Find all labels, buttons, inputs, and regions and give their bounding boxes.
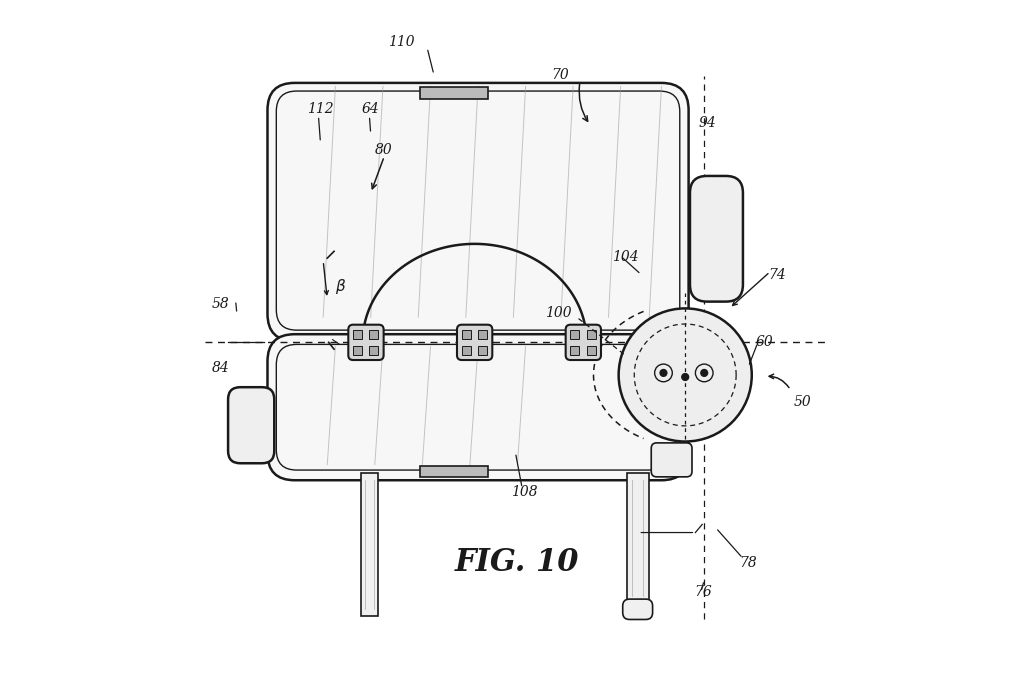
Text: 78: 78: [739, 556, 758, 569]
Bar: [370, 346, 378, 355]
FancyBboxPatch shape: [348, 325, 384, 360]
Text: 76: 76: [694, 584, 712, 599]
FancyBboxPatch shape: [228, 387, 274, 463]
Bar: [478, 330, 486, 339]
Text: 84: 84: [212, 361, 229, 374]
FancyBboxPatch shape: [690, 176, 743, 301]
Text: 94: 94: [698, 116, 717, 130]
FancyBboxPatch shape: [267, 83, 688, 341]
Circle shape: [620, 310, 751, 440]
Text: 50: 50: [794, 394, 812, 409]
Bar: [353, 346, 361, 355]
Bar: [420, 87, 488, 99]
Text: 60: 60: [755, 335, 773, 349]
Circle shape: [660, 370, 667, 376]
FancyBboxPatch shape: [565, 325, 601, 360]
FancyBboxPatch shape: [457, 325, 493, 360]
FancyBboxPatch shape: [651, 443, 692, 477]
Bar: [570, 330, 580, 339]
Bar: [570, 346, 580, 355]
Text: FIG. 10: FIG. 10: [455, 546, 579, 578]
Text: 100: 100: [545, 306, 571, 321]
FancyBboxPatch shape: [623, 599, 652, 619]
Text: 64: 64: [361, 102, 379, 117]
Text: 112: 112: [307, 102, 334, 117]
Bar: [627, 473, 648, 602]
Text: 58: 58: [212, 297, 229, 312]
Bar: [462, 330, 471, 339]
Text: 74: 74: [769, 267, 786, 282]
Text: 70: 70: [551, 68, 569, 83]
Text: $\beta$: $\beta$: [336, 277, 347, 296]
Bar: [420, 466, 488, 477]
Text: 80: 80: [375, 143, 392, 158]
Text: 110: 110: [388, 35, 415, 48]
Text: 108: 108: [511, 485, 538, 499]
Bar: [587, 346, 596, 355]
Bar: [353, 330, 361, 339]
Bar: [587, 330, 596, 339]
Circle shape: [682, 374, 688, 381]
Circle shape: [700, 370, 708, 376]
Text: 104: 104: [612, 250, 639, 264]
Bar: [370, 330, 378, 339]
Bar: [462, 346, 471, 355]
Bar: [360, 473, 378, 616]
Bar: [478, 346, 486, 355]
FancyBboxPatch shape: [267, 334, 688, 480]
